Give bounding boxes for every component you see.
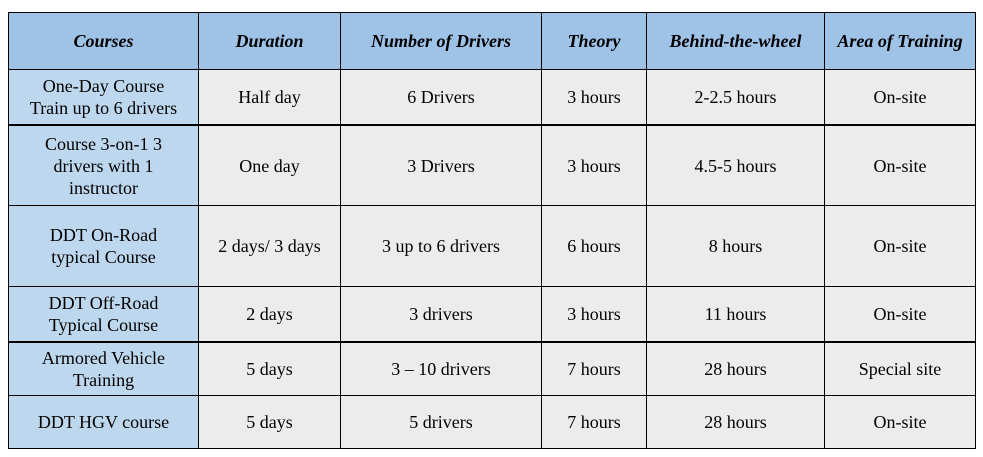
behind-the-wheel-cell: 28 hours: [646, 341, 825, 396]
course-line: instructor: [69, 177, 138, 198]
course-line: DDT On-Road: [49, 225, 158, 245]
header-duration: Duration: [198, 12, 341, 70]
course-cell: Course 3-on-1 3 drivers with 1 instructor: [8, 124, 199, 206]
header-courses: Courses: [8, 12, 199, 70]
area-cell: On-site: [824, 286, 976, 343]
area-cell: On-site: [824, 124, 976, 206]
area-cell: On-site: [824, 395, 976, 449]
drivers-cell: 3 up to 6 drivers: [340, 205, 542, 287]
table-row: DDT On-Road typical Course 2 days/ 3 days…: [8, 205, 976, 287]
course-line: Typical Course: [48, 315, 159, 335]
theory-cell: 6 hours: [541, 205, 647, 287]
table-row: Course 3-on-1 3 drivers with 1 instructor …: [8, 124, 976, 206]
area-cell: Special site: [824, 341, 976, 396]
area-cell: On-site: [824, 205, 976, 287]
course-line: Training: [72, 370, 135, 390]
header-theory: Theory: [541, 12, 647, 70]
table-row: Armored Vehicle Training 5 days 3 – 10 dr…: [8, 341, 976, 396]
behind-the-wheel-cell: 28 hours: [646, 395, 825, 449]
header-number-of-drivers: Number of Drivers: [340, 12, 542, 70]
table-row: One-Day Course Train up to 6 drivers Half…: [8, 69, 976, 126]
courses-table: Courses Duration Number of Drivers Theor…: [8, 12, 976, 449]
course-line: One-Day Course: [42, 76, 165, 96]
theory-cell: 7 hours: [541, 395, 647, 449]
course-cell: DDT HGV course: [8, 395, 199, 449]
course-cell: DDT Off-Road Typical Course: [8, 286, 199, 343]
course-line: Course 3-on-1 3: [45, 133, 162, 154]
duration-cell: 5 days: [198, 395, 341, 449]
duration-cell: 2 days: [198, 286, 341, 343]
theory-cell: 7 hours: [541, 341, 647, 396]
duration-cell: One day: [198, 124, 341, 206]
duration-cell: 2 days/ 3 days: [198, 205, 341, 287]
course-cell: Armored Vehicle Training: [8, 341, 199, 396]
header-behind-the-wheel: Behind-the-wheel: [646, 12, 825, 70]
drivers-cell: 3 drivers: [340, 286, 542, 343]
course-cell: DDT On-Road typical Course: [8, 205, 199, 287]
course-line: drivers with 1: [53, 155, 154, 176]
header-row: Courses Duration Number of Drivers Theor…: [8, 12, 976, 70]
course-line: Armored Vehicle: [41, 348, 166, 368]
course-line: DDT HGV course: [37, 412, 170, 432]
course-line: DDT Off-Road: [48, 293, 159, 313]
theory-cell: 3 hours: [541, 286, 647, 343]
drivers-cell: 3 Drivers: [340, 124, 542, 206]
behind-the-wheel-cell: 11 hours: [646, 286, 825, 343]
drivers-cell: 5 drivers: [340, 395, 542, 449]
drivers-cell: 3 – 10 drivers: [340, 341, 542, 396]
theory-cell: 3 hours: [541, 69, 647, 126]
header-area-of-training: Area of Training: [824, 12, 976, 70]
duration-cell: 5 days: [198, 341, 341, 396]
duration-cell: Half day: [198, 69, 341, 126]
area-cell: On-site: [824, 69, 976, 126]
behind-the-wheel-cell: 8 hours: [646, 205, 825, 287]
behind-the-wheel-cell: 2-2.5 hours: [646, 69, 825, 126]
table-row: DDT HGV course 5 days 5 drivers 7 hours …: [8, 395, 976, 449]
behind-the-wheel-cell: 4.5-5 hours: [646, 124, 825, 206]
course-line: Train up to 6 drivers: [29, 98, 178, 118]
course-cell: One-Day Course Train up to 6 drivers: [8, 69, 199, 126]
table-row: DDT Off-Road Typical Course 2 days 3 driv…: [8, 286, 976, 343]
course-line: typical Course: [51, 247, 156, 267]
theory-cell: 3 hours: [541, 124, 647, 206]
drivers-cell: 6 Drivers: [340, 69, 542, 126]
courses-table-container: Courses Duration Number of Drivers Theor…: [8, 12, 976, 449]
